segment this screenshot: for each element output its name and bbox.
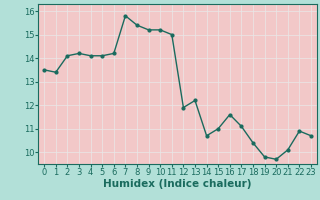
X-axis label: Humidex (Indice chaleur): Humidex (Indice chaleur) [103,179,252,189]
